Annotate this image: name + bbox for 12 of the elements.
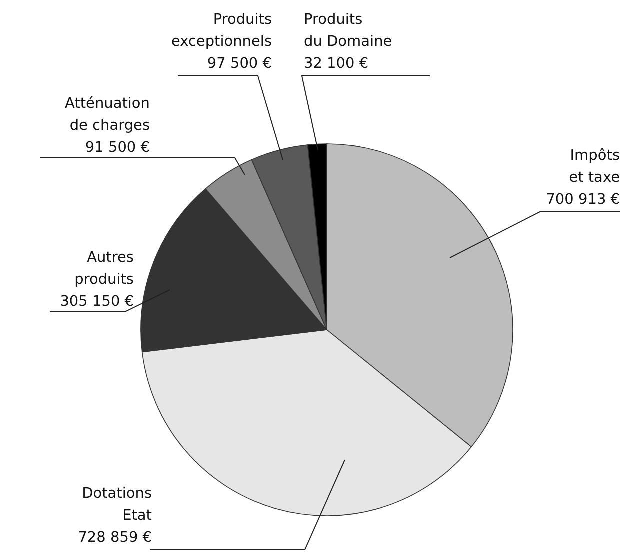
data-label: 32 100 € (304, 56, 369, 72)
slice-label: Impôts et taxe (569, 148, 620, 186)
data-label: 91 500 € (85, 140, 150, 156)
slice-label: Atténuation de charges (65, 96, 150, 134)
slice-label: Autres produits (74, 250, 134, 288)
slice-label: Dotations Etat (82, 486, 152, 524)
slice-label: Produits exceptionnels (171, 12, 272, 50)
data-label: 97 500 € (207, 56, 272, 72)
data-label: 700 913 € (546, 192, 620, 208)
data-label: 305 150 € (60, 294, 134, 310)
data-label: 728 859 € (78, 530, 152, 546)
slice-label: Produits du Domaine (304, 12, 392, 50)
